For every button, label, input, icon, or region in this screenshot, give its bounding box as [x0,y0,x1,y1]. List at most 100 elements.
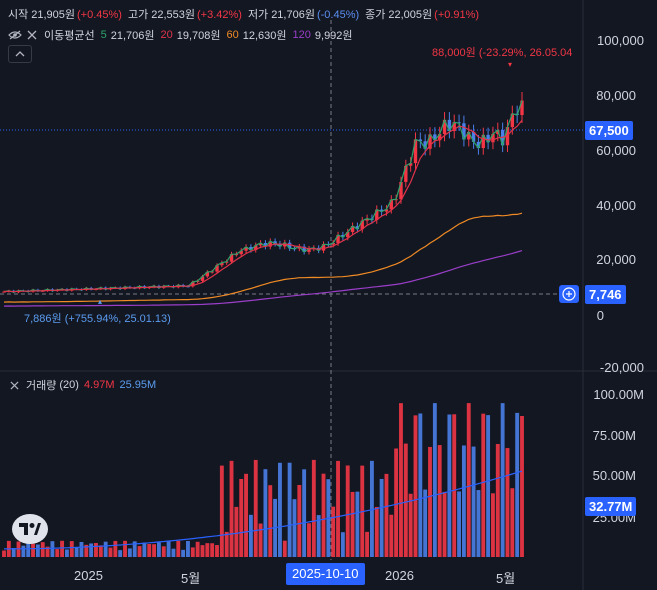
candle-body [234,254,239,256]
volume-bar [210,543,215,557]
volume-bar [205,543,210,557]
candle-body [341,234,345,238]
tradingview-logo[interactable] [12,514,48,544]
candle-body [239,250,243,255]
volume-bar [287,462,292,557]
volume-bar [147,544,152,557]
volume-bar [69,541,74,557]
candle-body [60,289,64,291]
candle-body [312,247,316,249]
volume-bar [108,547,113,557]
volume-bar [408,493,413,557]
volume-bar [510,488,515,557]
price-axis-label: -20,000 [599,360,644,375]
volume-axis-label: 50.00M [592,468,636,483]
candle-body [166,285,171,287]
volume-bar [263,469,268,557]
candle-body [457,122,461,124]
ma-line-20 [3,119,523,293]
candle-body [510,113,515,128]
volume-bar [350,491,355,557]
candle-body [191,281,195,287]
candle-body [16,290,21,293]
volume-bar [505,448,510,557]
candle-body [292,248,297,250]
collapse-legend-button[interactable] [8,45,32,63]
ma120-period: 120 [292,29,311,41]
candle-body [467,131,471,140]
low-label: 저가 [247,9,269,21]
volume-bar [166,541,171,557]
high-value: 22,553원 [151,9,195,21]
candle-body [418,139,423,142]
candle-body [365,218,369,221]
volume-bar [476,490,481,557]
low-change: (-0.45%) [316,9,360,21]
volume-bar [244,473,248,557]
volume-bar [413,415,418,557]
volume-bar [258,523,263,557]
volume-bar [297,484,302,557]
candle-body [249,246,253,251]
candle-body [476,141,481,149]
low-annotation: 7,886원 (+755.94%, 25.01.13) [24,313,171,325]
candle-body [181,285,185,287]
volume-bar [248,514,253,557]
x-axis-label: 2025 [74,568,103,583]
close-icon[interactable] [8,379,20,391]
candle-body [220,262,224,266]
candle-body [336,234,340,243]
plus-circle-icon [562,287,576,301]
chevron-up-icon [15,51,25,57]
volume-bar [423,489,428,557]
candle-body [157,285,161,288]
volume-bar [331,506,336,557]
volume-bar [466,403,471,557]
volume-bar [156,542,161,557]
add-alert-button[interactable] [559,285,579,303]
volume-bar [113,540,118,557]
candle-body [79,289,84,291]
volume-bar [60,540,65,557]
candle-body [36,289,40,291]
candle-body [399,181,403,200]
volume-bars [2,403,524,557]
candle-body [452,122,456,132]
volume-bar [326,479,331,557]
high-annotation: 88,000원 (-23.29%, 26.05.04 [432,47,573,59]
volume-bar [471,446,476,557]
volume-bar [345,465,350,557]
candle-body [133,287,137,289]
volume-bar [118,550,123,557]
close-change: (+0.91%) [434,9,480,21]
candle-body [99,287,103,289]
volume-bar [35,544,40,557]
volume-bar [6,540,11,557]
candle-body [413,139,418,164]
volume-bar [500,403,505,557]
volume-bar [195,541,200,557]
price-axis-label: 0 [596,308,604,323]
volume-bar [311,459,316,557]
volume-bar [452,414,457,557]
eye-icon[interactable] [8,29,22,41]
volume-bar [200,545,205,557]
candle-body [360,220,364,230]
volume-bar [515,412,520,557]
volume-bar [45,546,50,557]
close-icon[interactable] [26,29,38,41]
candle-body [137,286,142,289]
candle-body [142,286,147,288]
open-change: (+0.45%) [77,9,122,21]
candle-body [224,261,229,263]
volume-bar [137,546,142,557]
candle-body [326,244,331,246]
close-label: 종가 [365,9,386,21]
candle-body [491,133,495,143]
candle-body [21,290,26,292]
volume-bar [360,465,365,557]
low-marker-icon: ▴ [98,297,103,306]
candle-body [447,119,452,132]
candle-body [496,130,500,134]
